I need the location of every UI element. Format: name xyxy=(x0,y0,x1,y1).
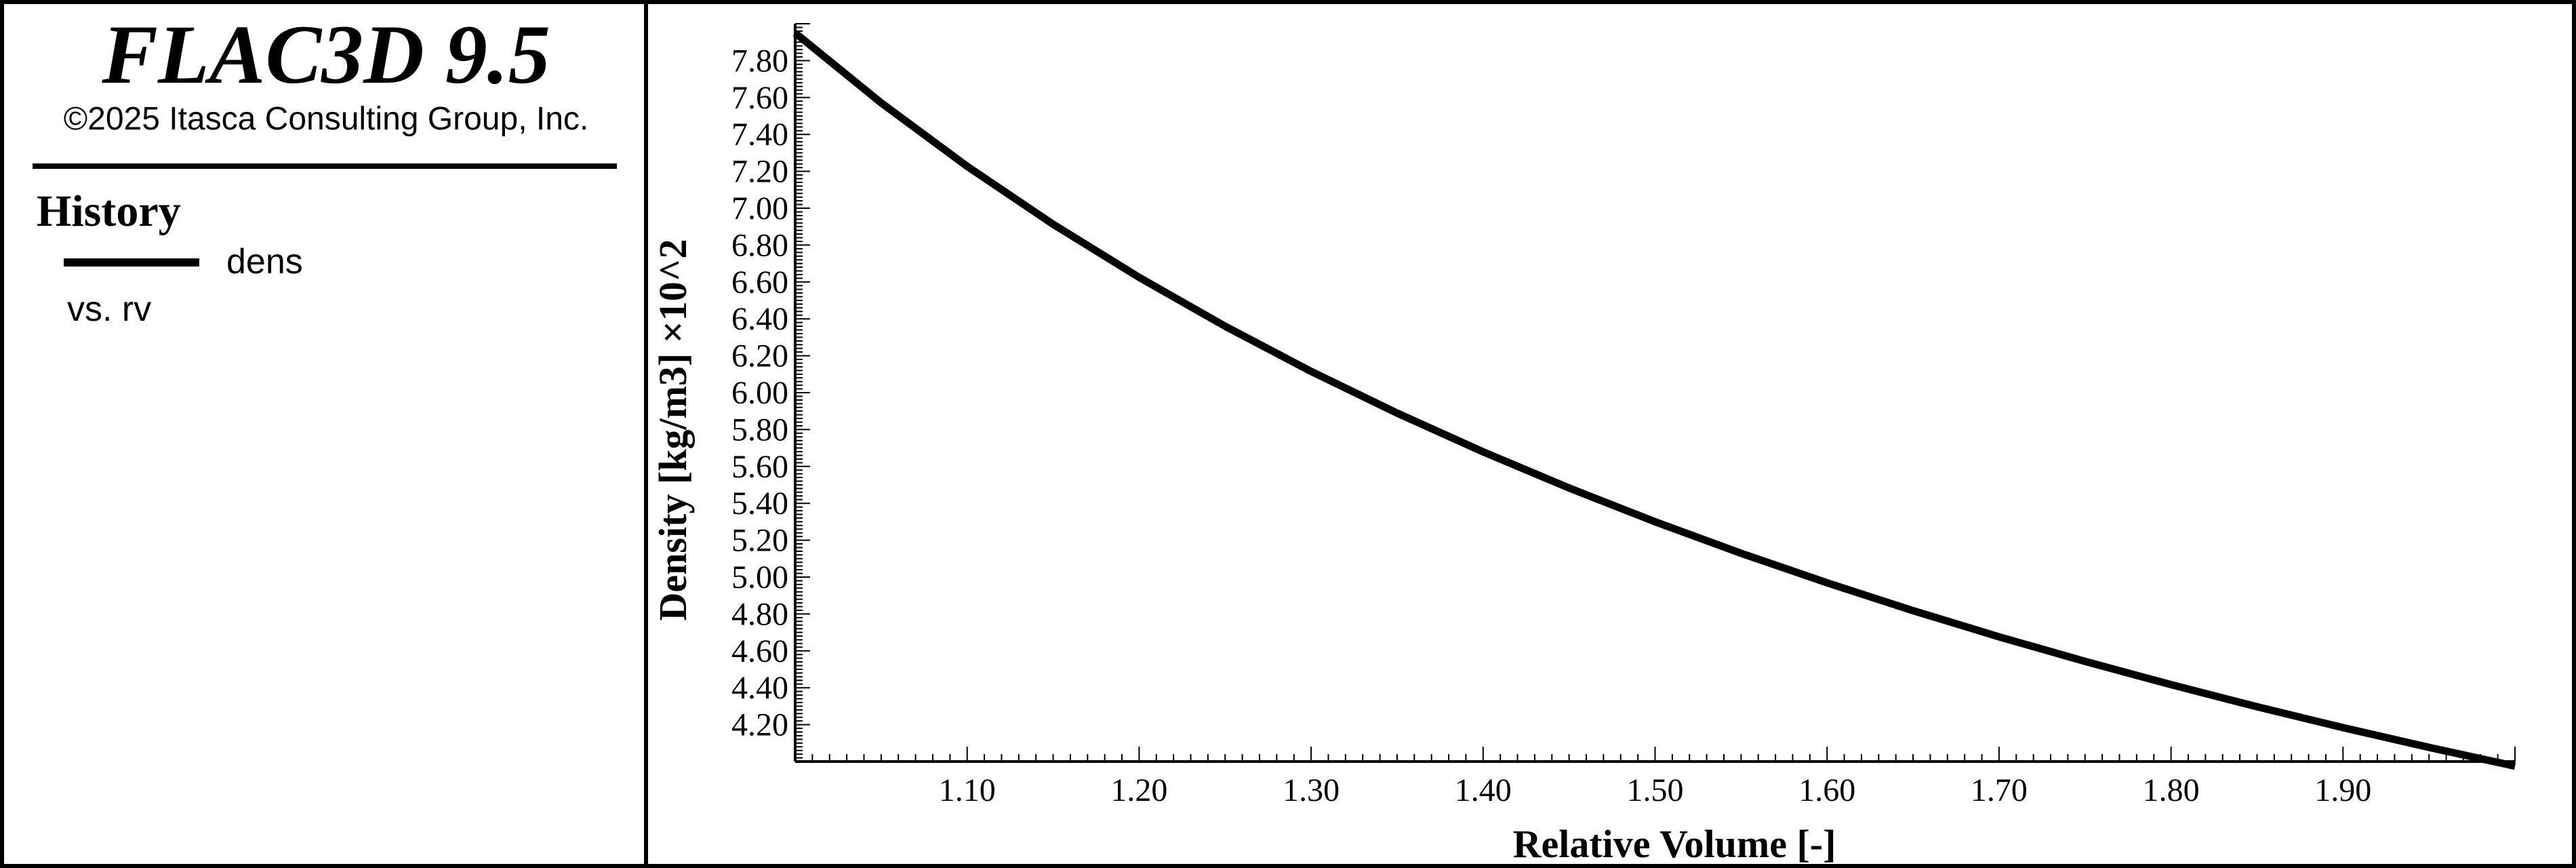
y-tick-label: 4.40 xyxy=(731,670,788,706)
y-tick-label: 7.80 xyxy=(731,43,788,79)
y-tick-label: 4.80 xyxy=(731,596,788,632)
x-axis-ticks: 1.10 1.20 1.30 1.40 1.50 1.60 1.70 1.80 1.90 xyxy=(794,747,2516,808)
y-tick-label: 6.00 xyxy=(731,375,788,411)
chart-axes xyxy=(794,24,2515,763)
x-tick-label: 1.90 xyxy=(2314,772,2371,808)
plot-panel xyxy=(644,0,2576,868)
legend-divider xyxy=(33,163,617,169)
legend-panel: FLAC3D 9.5 ©2025 Itasca Consulting Group… xyxy=(0,0,644,868)
y-axis-ticks: 4.204.404.604.805.005.205.405.605.806.00… xyxy=(731,23,810,762)
x-axis-title: Relative Volume [-] xyxy=(1513,822,1836,866)
x-tick-label: 1.20 xyxy=(1110,772,1167,808)
legend-vs-label: vs. rv xyxy=(67,290,152,329)
y-tick-label: 5.60 xyxy=(731,449,788,485)
y-tick-label: 7.40 xyxy=(731,117,788,153)
copyright-text: ©2025 Itasca Consulting Group, Inc. xyxy=(63,101,589,137)
x-tick-label: 1.30 xyxy=(1283,772,1340,808)
y-tick-label: 5.80 xyxy=(731,412,788,448)
chart-series xyxy=(792,30,2516,770)
series-line-dens xyxy=(792,30,2516,770)
y-tick-label: 5.00 xyxy=(731,559,788,595)
y-tick-label: 7.60 xyxy=(731,80,788,116)
legend-series-label: dens xyxy=(226,242,303,281)
y-tick-label: 6.40 xyxy=(731,301,788,337)
x-tick-label: 1.60 xyxy=(1798,772,1855,808)
y-tick-label: 6.20 xyxy=(731,338,788,374)
x-tick-label: 1.80 xyxy=(2143,772,2200,808)
legend-series-swatch xyxy=(64,258,199,267)
x-tick-label: 1.10 xyxy=(939,772,996,808)
y-tick-label: 4.20 xyxy=(731,707,788,743)
y-tick-label: 5.40 xyxy=(731,486,788,521)
y-tick-label: 6.60 xyxy=(731,264,788,300)
y-tick-label: 7.20 xyxy=(731,154,788,190)
app-title: FLAC3D 9.5 xyxy=(102,8,550,101)
y-tick-label: 6.80 xyxy=(731,227,788,263)
y-tick-label: 5.20 xyxy=(731,523,788,559)
x-tick-label: 1.40 xyxy=(1455,772,1512,808)
y-tick-label: 4.60 xyxy=(731,633,788,669)
x-tick-label: 1.50 xyxy=(1627,772,1684,808)
x-tick-label: 1.70 xyxy=(1971,772,2028,808)
history-heading: History xyxy=(37,186,181,236)
y-tick-label: 7.00 xyxy=(731,191,788,226)
y-axis-title: Density [kg/m3] ×10^2 xyxy=(651,239,695,621)
